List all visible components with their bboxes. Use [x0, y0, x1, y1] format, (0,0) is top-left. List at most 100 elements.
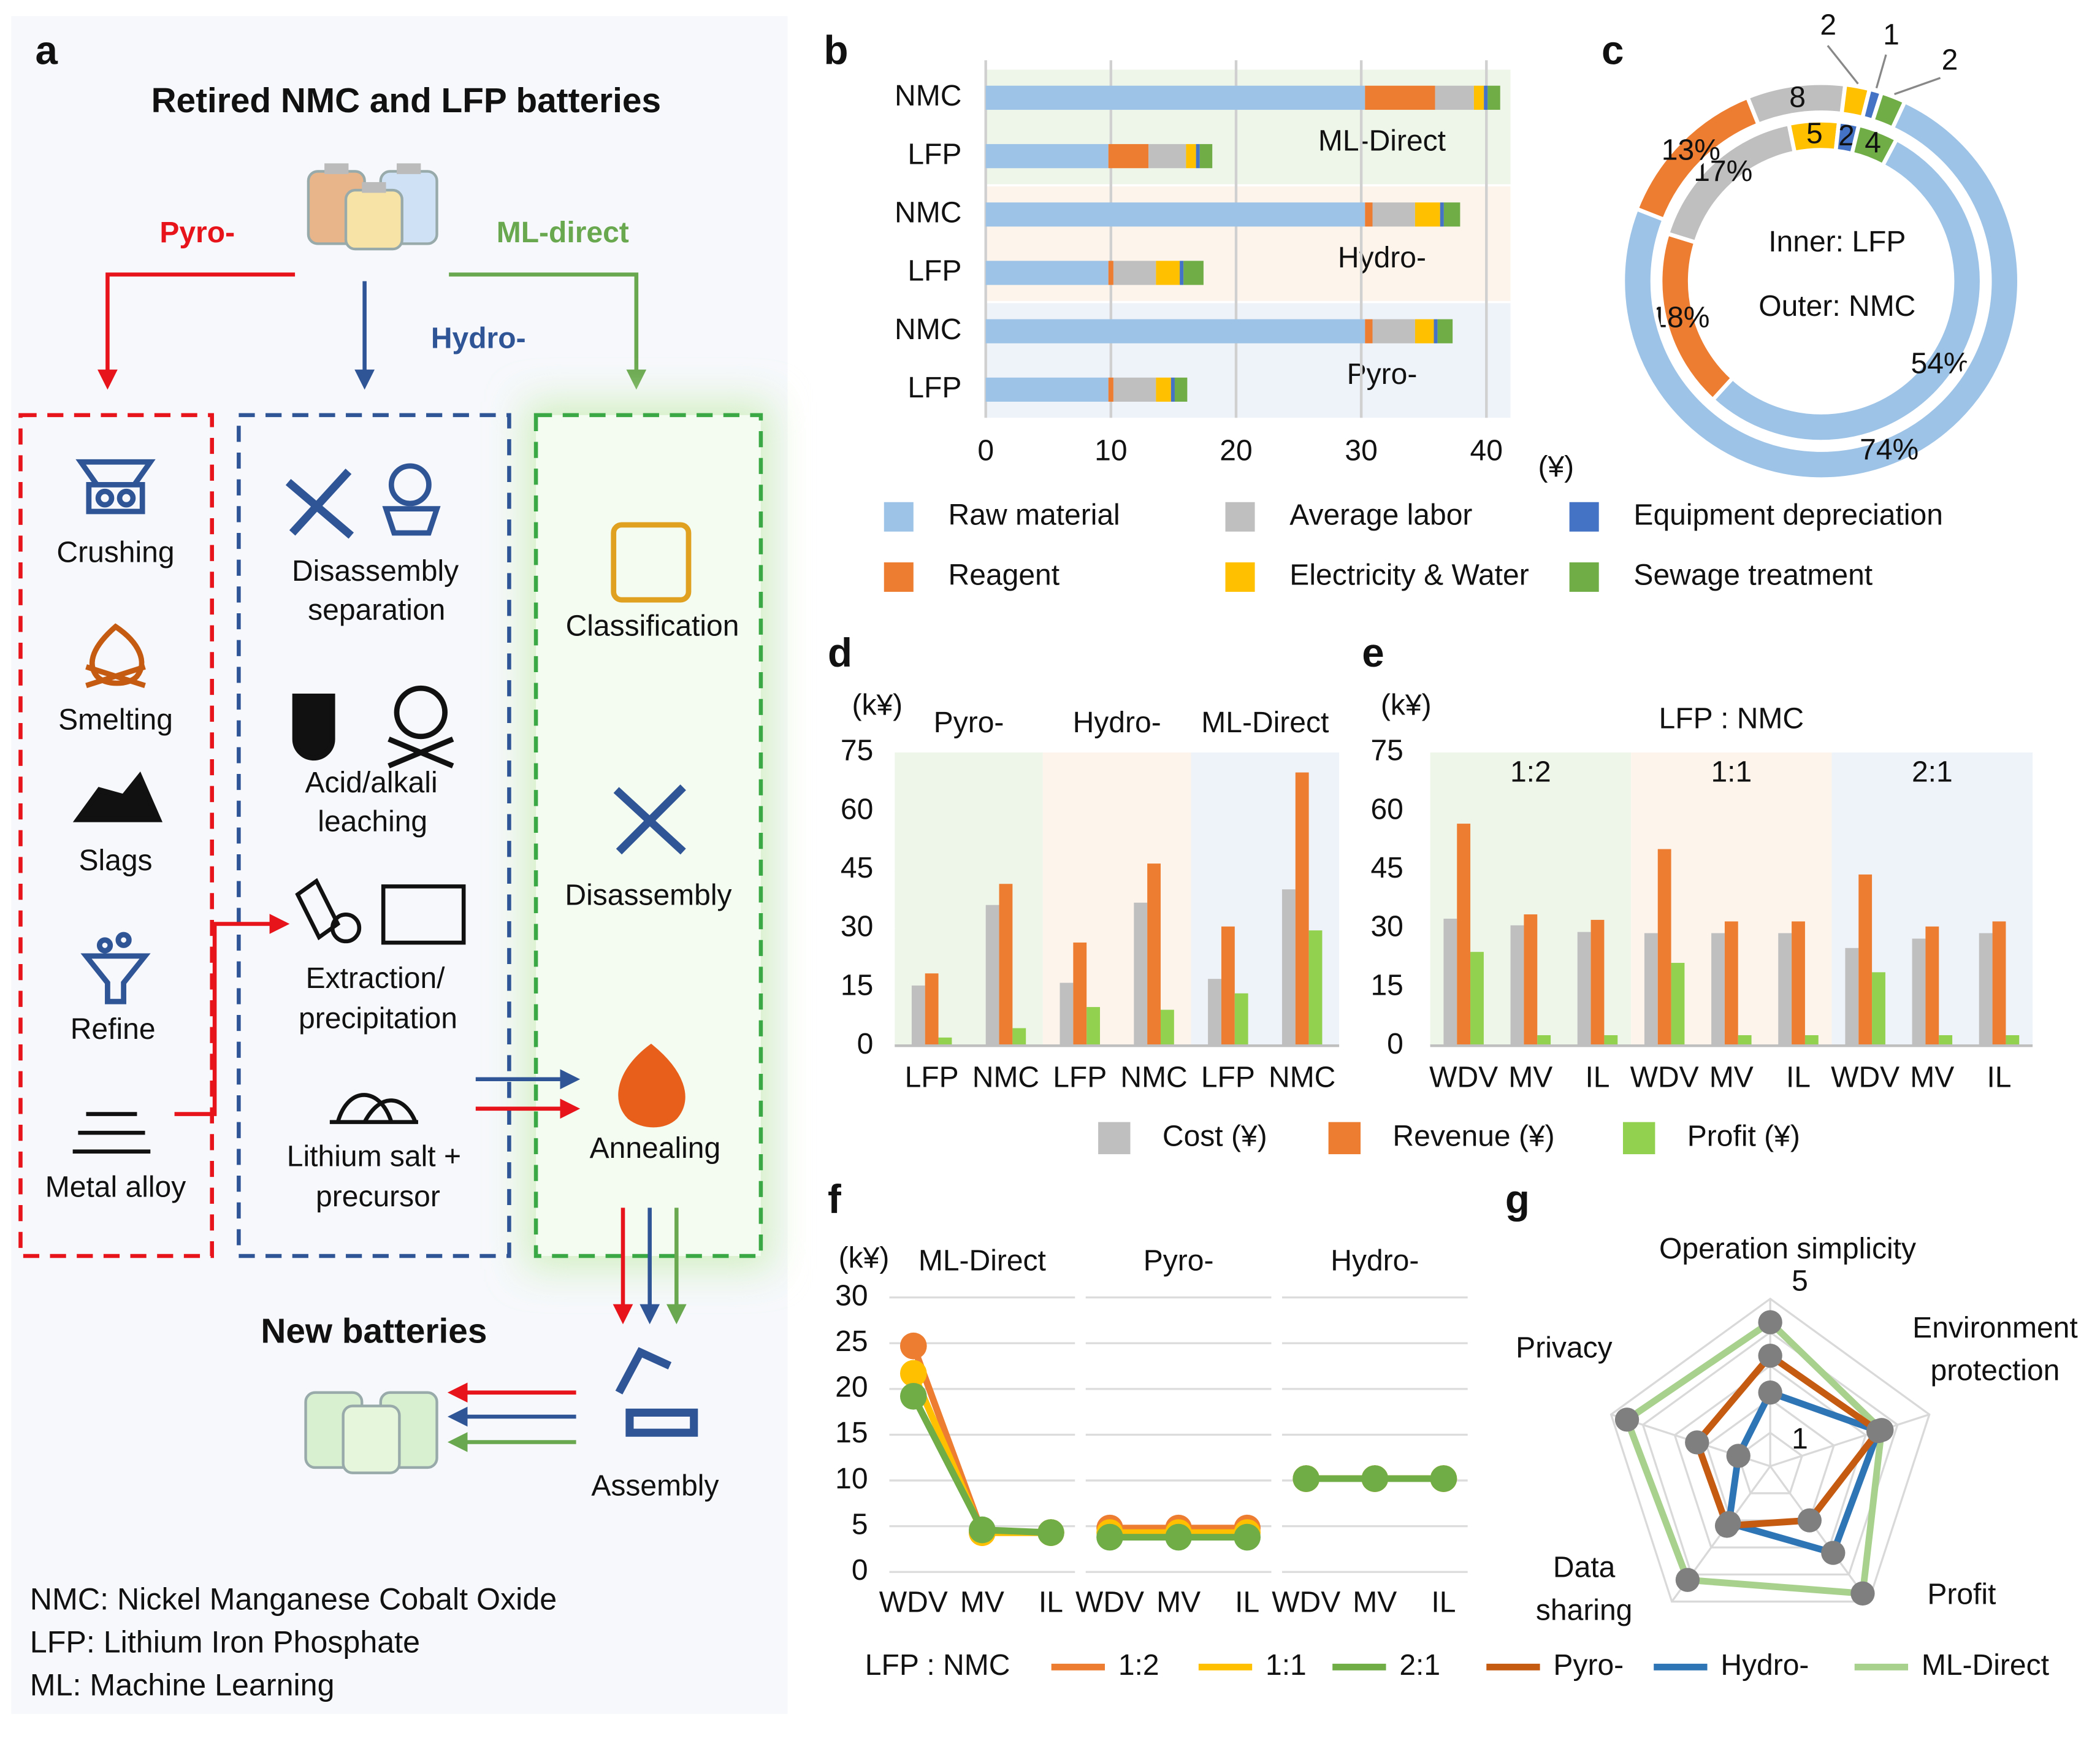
point — [1717, 1510, 1741, 1536]
data-label: 8 — [1789, 82, 1806, 114]
r-tick-label: 1 — [1792, 1423, 1808, 1455]
step-label: Assembly — [591, 1469, 719, 1502]
legend-label: Raw material — [949, 499, 1120, 531]
bar — [1604, 1035, 1618, 1046]
legend-label: Electricity & Water — [1289, 559, 1529, 592]
bar-segment — [1199, 144, 1213, 169]
bar — [1281, 889, 1296, 1046]
x-tick-label: 10 — [1094, 435, 1127, 467]
route-box — [237, 413, 511, 1258]
output-label: New batteries — [261, 1312, 487, 1351]
point — [899, 1332, 927, 1360]
point — [1758, 1380, 1782, 1405]
donut-slice — [1849, 122, 1900, 169]
leader-line — [1827, 45, 1859, 85]
group-label: 2:1 — [1912, 756, 1953, 789]
panel-label: b — [824, 28, 849, 73]
donut-slice — [1870, 90, 1908, 131]
bar — [1778, 933, 1792, 1046]
step-label: Extraction/ — [306, 962, 445, 995]
y-tick-label: 60 — [1370, 793, 1403, 825]
axis-label: Data — [1553, 1552, 1616, 1584]
legend-label: Hydro- — [1720, 1649, 1809, 1682]
arrow — [174, 914, 290, 1116]
legend-swatch — [1328, 1122, 1361, 1155]
group-label: Pyro- — [1347, 358, 1418, 391]
legend-label: Sewage treatment — [1633, 559, 1873, 592]
grid-ring — [1609, 1297, 1931, 1603]
x-tick-label: IL — [1585, 1061, 1609, 1093]
bar — [1524, 914, 1538, 1046]
data-label: 2 — [1942, 44, 1958, 76]
group-label: ML-Direct — [1201, 706, 1329, 739]
y-tick-label: 15 — [835, 1417, 868, 1449]
bar-segment — [1170, 377, 1175, 402]
step-label: Acid/alkali — [305, 767, 437, 799]
y-tick-label: 5 — [852, 1508, 868, 1541]
bar — [1012, 1028, 1026, 1046]
step-label: Annealing — [590, 1132, 721, 1165]
x-tick-label: LFP — [905, 1061, 959, 1093]
point — [969, 1516, 996, 1544]
step-label: Lithium salt + — [287, 1140, 461, 1173]
step-label: precursor — [316, 1181, 440, 1213]
arrow — [449, 272, 647, 390]
x-tick-label: MV — [960, 1586, 1004, 1618]
legend-swatch — [1622, 1122, 1655, 1155]
radar-line — [1622, 1318, 1885, 1598]
x-tick-label: IL — [1987, 1061, 2011, 1093]
bar-segment — [985, 85, 1365, 110]
axis-label: Privacy — [1516, 1332, 1612, 1365]
step-label: Classification — [566, 610, 739, 643]
diagram-title: Retired NMC and LFP batteries — [151, 82, 661, 120]
r-tick-label: 5 — [1792, 1265, 1808, 1297]
bar-segment — [1156, 261, 1180, 285]
x-tick-label: MV — [1709, 1061, 1754, 1093]
point — [1797, 1508, 1822, 1533]
y-tick-label: 0 — [857, 1028, 874, 1060]
x-tick-label: WDV — [1075, 1586, 1144, 1618]
bar-segment — [1108, 144, 1149, 169]
group-label: Pyro- — [934, 706, 1004, 739]
bar-segment — [1435, 85, 1474, 110]
panel-label: a — [36, 28, 58, 73]
bar-segment — [1108, 377, 1113, 402]
bar — [1208, 979, 1221, 1046]
y-tick-label: 10 — [835, 1463, 868, 1495]
legend-label: Pyro- — [1553, 1649, 1624, 1682]
y-tick-label: 45 — [841, 852, 873, 884]
legend-swatch — [1225, 502, 1255, 532]
legend-title: LFP : NMC — [865, 1649, 1010, 1682]
point — [1037, 1519, 1064, 1546]
bar — [1979, 933, 1993, 1046]
point — [1758, 1310, 1782, 1334]
point — [1758, 1344, 1782, 1368]
bar — [911, 986, 925, 1046]
x-tick-label: NMC — [1269, 1061, 1335, 1093]
axis-unit: (k¥) — [1381, 689, 1432, 722]
y-tick-label: 0 — [1387, 1028, 1403, 1060]
x-tick-label: WDV — [1831, 1061, 1900, 1093]
data-label: 5 — [1806, 117, 1823, 150]
legend-label: ML-Direct — [1922, 1649, 2049, 1682]
bar — [1510, 925, 1524, 1046]
legend-swatch — [1098, 1122, 1131, 1155]
legend-label: Average labor — [1289, 499, 1472, 531]
panel-a: a Retired NMC and LFP batteries Pyro- ML… — [11, 16, 788, 1714]
x-tick-label: NMC — [1120, 1061, 1187, 1093]
axis-unit: (¥) — [1538, 451, 1574, 483]
legend-label: 2:1 — [1399, 1649, 1440, 1682]
bar-segment — [1443, 202, 1460, 227]
y-tick-label: 60 — [841, 793, 873, 825]
bar-segment — [1183, 261, 1204, 285]
bar — [1308, 930, 1323, 1046]
x-tick-label: LFP — [1053, 1061, 1107, 1093]
ring-label: Inner: LFP — [1768, 226, 1906, 258]
legend-label: Cost (¥) — [1163, 1120, 1267, 1153]
x-tick-label: WDV — [879, 1586, 948, 1618]
bar-segment — [1484, 85, 1488, 110]
group-label: ML-Direct — [918, 1245, 1046, 1277]
bar — [1060, 982, 1074, 1046]
bar-segment — [985, 261, 1109, 285]
grid-ring — [1641, 1331, 1899, 1576]
